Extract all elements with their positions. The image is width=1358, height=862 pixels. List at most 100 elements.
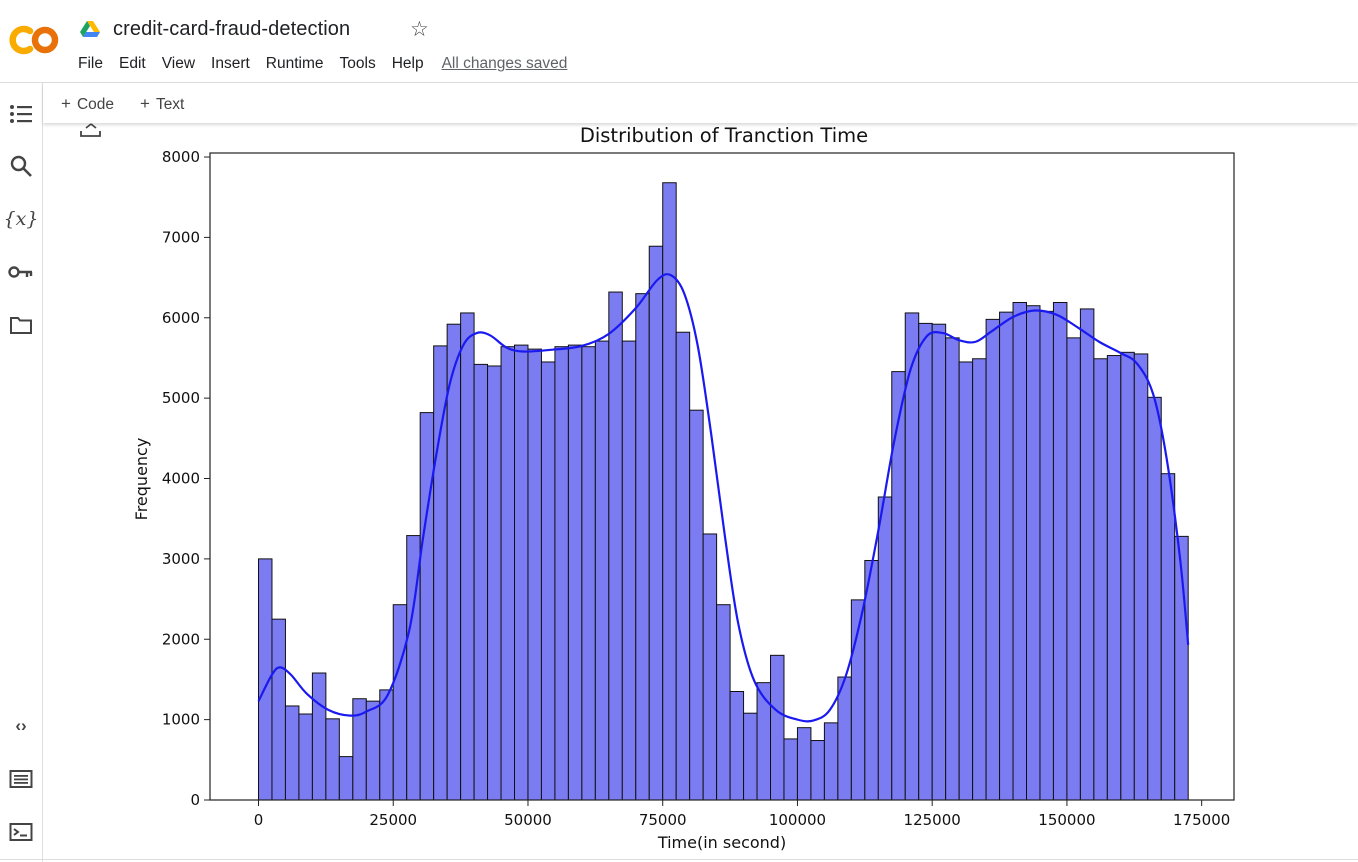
histogram-bar <box>1093 358 1108 801</box>
histogram-bar <box>1160 473 1176 801</box>
command-palette-icon[interactable] <box>6 764 36 794</box>
header-bar: credit-card-fraud-detection ☆ File Edit … <box>0 0 1358 83</box>
code-snippets-icon[interactable]: ‹› <box>15 716 27 735</box>
y-tick-label: 1000 <box>162 711 200 729</box>
histogram-bar <box>500 346 516 801</box>
histogram-bar <box>379 689 394 801</box>
histogram-bar <box>999 311 1014 801</box>
histogram-bar <box>729 690 745 801</box>
menu-help[interactable]: Help <box>391 55 424 72</box>
histogram-bar <box>931 323 947 801</box>
secrets-key-icon[interactable] <box>6 257 36 287</box>
cell-toolbar: + Code + Text <box>43 83 1358 123</box>
menu-bar: File Edit View Insert Runtime Tools Help… <box>78 55 583 73</box>
add-code-label: Code <box>76 96 114 113</box>
add-text-button[interactable]: + Text <box>140 94 185 113</box>
histogram-bar <box>904 312 920 801</box>
star-icon[interactable]: ☆ <box>410 18 429 41</box>
add-text-label: Text <box>155 96 185 113</box>
notebook-title[interactable]: credit-card-fraud-detection <box>113 18 351 40</box>
histogram-bar <box>770 654 785 801</box>
menu-runtime[interactable]: Runtime <box>265 55 324 72</box>
histogram-bar <box>433 345 448 801</box>
histogram-bar <box>338 756 354 801</box>
menu-edit[interactable]: Edit <box>118 55 146 72</box>
colab-logo[interactable] <box>8 22 60 58</box>
x-tick-label: 150000 <box>1038 811 1095 829</box>
histogram-bar <box>972 358 987 801</box>
histogram-bar <box>648 245 664 801</box>
bars-group <box>258 182 1189 801</box>
histogram-bar <box>1052 301 1068 801</box>
x-tick-label: 25000 <box>369 811 417 829</box>
histogram-bar <box>1026 305 1041 801</box>
x-tick-label: 100000 <box>769 811 826 829</box>
histogram-bar <box>419 412 435 801</box>
terminal-icon[interactable] <box>6 817 36 847</box>
histogram-bar <box>460 312 475 801</box>
histogram-bar <box>284 705 300 801</box>
menu-view[interactable]: View <box>161 55 196 72</box>
histogram-bar <box>392 604 408 801</box>
histogram-bar <box>325 718 340 801</box>
x-tick-label: 175000 <box>1173 811 1230 829</box>
histogram-bar <box>810 740 825 801</box>
bottom-divider <box>0 859 1358 860</box>
x-axis-ticks: 0 25000 50000 75000 100000 125000 150000 175000 <box>254 800 1230 829</box>
histogram-bar <box>877 496 893 801</box>
table-of-contents-icon[interactable] <box>6 99 36 129</box>
histogram-bar <box>298 713 313 801</box>
histogram-bar <box>823 722 839 801</box>
histogram-bar <box>365 700 381 801</box>
histogram-bar <box>837 676 852 801</box>
y-tick-label: 2000 <box>162 630 200 648</box>
histogram-bar <box>1133 353 1149 801</box>
x-tick-label: 75000 <box>639 811 687 829</box>
google-drive-icon[interactable] <box>80 21 100 39</box>
variables-icon[interactable]: {𝑥} <box>3 208 39 230</box>
histogram-bar <box>796 727 812 801</box>
histogram-bar <box>1120 351 1135 801</box>
histogram-bar <box>918 322 933 801</box>
histogram-bar <box>446 323 462 801</box>
histogram-bar <box>473 363 489 801</box>
histogram-bar <box>554 346 569 801</box>
menu-insert[interactable]: Insert <box>211 55 250 72</box>
histogram-bar <box>635 293 650 801</box>
histogram-bar <box>608 291 623 801</box>
histogram-bar <box>594 340 610 801</box>
menu-file[interactable]: File <box>78 55 103 72</box>
y-tick-label: 4000 <box>162 470 200 488</box>
y-tick-label: 6000 <box>162 309 200 327</box>
histogram-bar <box>567 344 583 801</box>
histogram-chart: Distribution of Tranction Time 0 25000 500… <box>132 124 1235 852</box>
x-tick-label: 50000 <box>504 811 552 829</box>
histogram-bar <box>891 371 906 801</box>
left-sidebar: {𝑥} ‹› <box>0 83 43 862</box>
y-tick-label: 8000 <box>162 148 200 166</box>
histogram-bar <box>514 344 529 801</box>
histogram-bar <box>311 672 327 801</box>
histogram-bar <box>271 618 286 801</box>
histogram-bar <box>716 604 731 801</box>
histogram-bar <box>621 340 637 801</box>
save-status-link[interactable]: All changes saved <box>441 55 568 72</box>
y-axis-ticks: 0 1000 2000 3000 4000 5000 6000 7000 8000 <box>162 148 210 809</box>
histogram-bar <box>743 712 758 801</box>
histogram-bar <box>1012 301 1028 801</box>
histogram-bar <box>1147 396 1162 801</box>
menu-tools[interactable]: Tools <box>339 55 376 72</box>
histogram-bar <box>945 337 960 801</box>
histogram-bar <box>540 361 556 801</box>
add-code-button[interactable]: + Code <box>61 94 114 113</box>
histogram-bar <box>783 738 798 801</box>
kde-line <box>257 273 1190 723</box>
search-icon[interactable] <box>6 151 36 181</box>
output-actions-icon[interactable] <box>78 122 104 138</box>
y-tick-label: 3000 <box>162 550 200 568</box>
plot-frame <box>209 152 1235 801</box>
histogram-bar <box>958 361 974 801</box>
files-folder-icon[interactable] <box>6 310 36 340</box>
x-tick-label: 125000 <box>904 811 961 829</box>
histogram-bar <box>689 409 704 801</box>
